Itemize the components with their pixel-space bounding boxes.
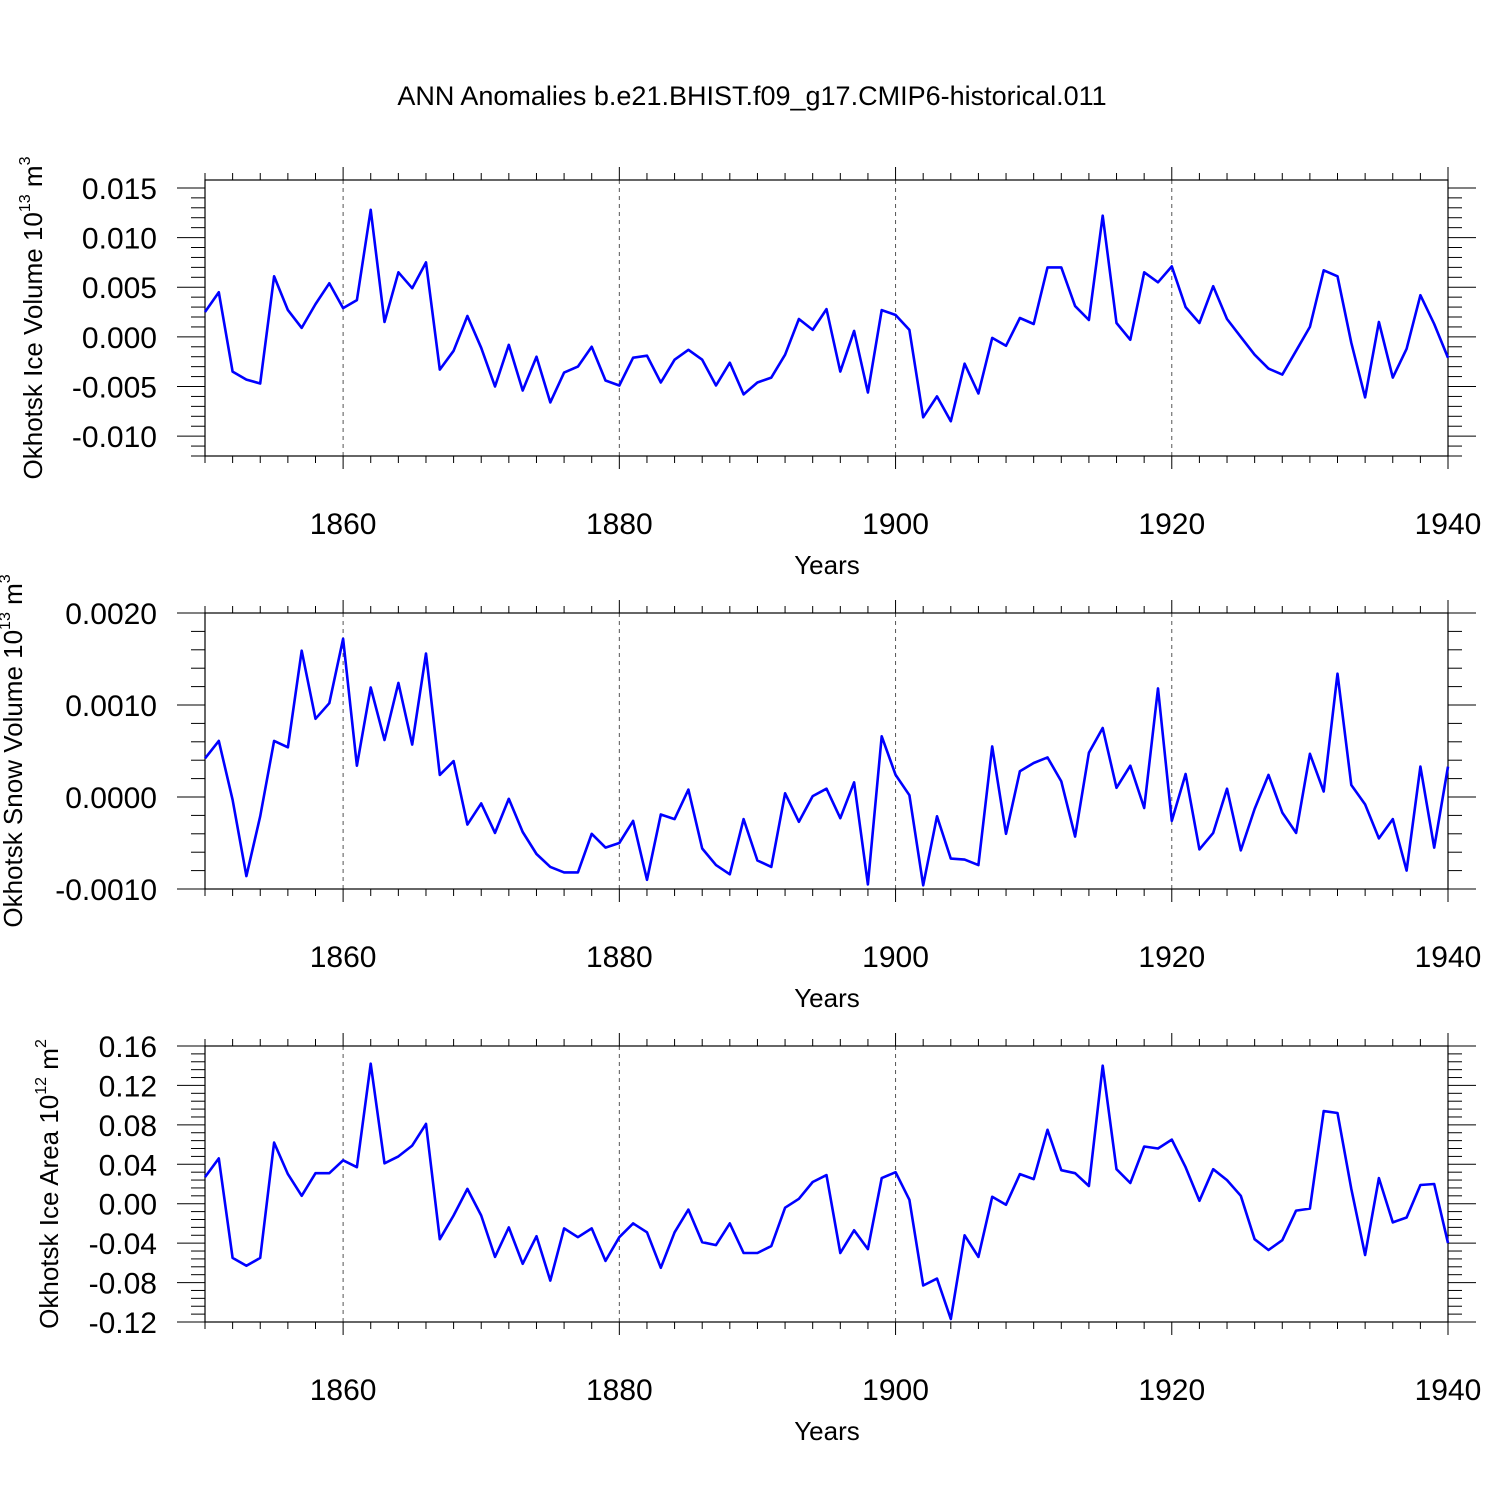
y-tick-label: 0.015 [82, 173, 157, 206]
x-tick-label: 1920 [1138, 941, 1205, 974]
series-line [203, 208, 1450, 423]
plot-frame [204, 612, 1449, 890]
series-line [203, 637, 1450, 887]
y-tick-label: 0.010 [82, 223, 157, 256]
plot-frame [204, 1045, 1449, 1323]
y-tick-label: 0.00 [99, 1189, 157, 1222]
y-axis-title: Okhotsk Ice Volume 1013 m3 [17, 156, 48, 479]
y-tick-label: -0.08 [89, 1268, 157, 1301]
y-axis-title: Okhotsk Snow Volume 1013 m3 [0, 574, 28, 927]
x-tick-label: 1900 [862, 941, 929, 974]
x-tick-label: 1880 [586, 508, 653, 541]
y-tick-label: -0.0010 [55, 874, 157, 907]
y-tick-label: 0.005 [82, 272, 157, 305]
chart-title: ANN Anomalies b.e21.BHIST.f09_g17.CMIP6-… [397, 81, 1106, 111]
x-tick-label: 1860 [310, 1374, 377, 1407]
y-tick-label: -0.005 [72, 372, 157, 405]
y-tick-label: 0.0020 [65, 598, 157, 631]
y-tick-label: -0.010 [72, 421, 157, 454]
y-tick-label: 0.12 [99, 1070, 157, 1103]
y-tick-label: -0.04 [89, 1228, 157, 1261]
plot-frame [204, 179, 1449, 457]
x-tick-label: 1860 [310, 508, 377, 541]
x-axis-title: Years [794, 1416, 860, 1446]
x-tick-label: 1880 [586, 1374, 653, 1407]
x-tick-label: 1920 [1138, 508, 1205, 541]
x-axis-title: Years [794, 983, 860, 1013]
y-tick-label: 0.0000 [65, 782, 157, 815]
y-tick-label: -0.12 [89, 1307, 157, 1340]
x-tick-label: 1940 [1415, 1374, 1482, 1407]
x-tick-label: 1920 [1138, 1374, 1205, 1407]
y-axis-title: Okhotsk Ice Area 1012 m2 [33, 1039, 64, 1329]
series-line [203, 1062, 1450, 1321]
y-tick-label: 0.08 [99, 1110, 157, 1143]
panels: 1860 1880 1900 1920 1940 Years -0.010 -0.005 0.0… [0, 156, 1481, 1446]
x-tick-label: 1880 [586, 941, 653, 974]
y-tick-label: 0.0010 [65, 690, 157, 723]
y-tick-label: 0.04 [99, 1149, 157, 1182]
x-tick-label: 1940 [1415, 508, 1482, 541]
x-tick-label: 1900 [862, 508, 929, 541]
y-tick-label: 0.000 [82, 322, 157, 355]
y-tick-label: 0.16 [99, 1031, 157, 1064]
x-tick-label: 1860 [310, 941, 377, 974]
x-tick-label: 1900 [862, 1374, 929, 1407]
panel-2: 1860 1880 1900 1920 1940 Years -0.0010 0.0000 0.… [0, 574, 1481, 1013]
x-tick-label: 1940 [1415, 941, 1482, 974]
x-axis-title: Years [794, 550, 860, 580]
panel-3: 1860 1880 1900 1920 1940 Years -0.12 -0.08 -0.04… [33, 1031, 1481, 1446]
panel-1: 1860 1880 1900 1920 1940 Years -0.010 -0.005 0.0… [17, 156, 1481, 580]
